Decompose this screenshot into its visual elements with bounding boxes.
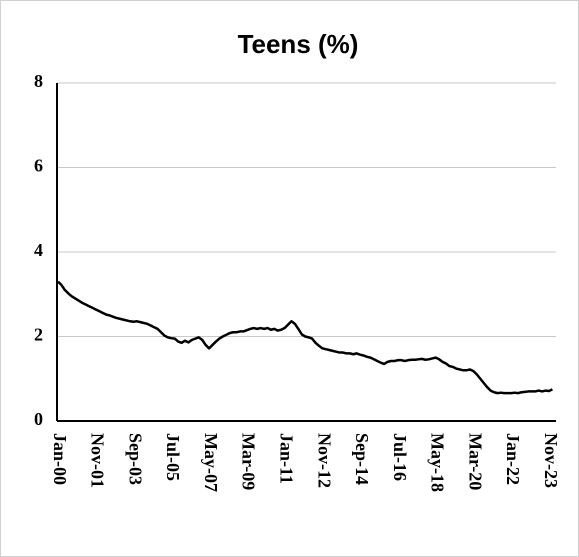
x-tick-label: Nov-23 bbox=[541, 433, 561, 488]
x-tick-label: Jan-22 bbox=[503, 433, 523, 485]
x-tick-label: Jul-05 bbox=[163, 433, 183, 481]
chart-title: Teens (%) bbox=[238, 29, 359, 59]
x-tick-label: Jul-16 bbox=[390, 433, 410, 481]
y-tick-label: 6 bbox=[34, 156, 43, 176]
x-tick-label: Sep-03 bbox=[125, 433, 145, 485]
x-tick-label: Nov-12 bbox=[314, 433, 334, 488]
y-tick-label: 0 bbox=[34, 409, 43, 429]
line-series bbox=[57, 280, 553, 395]
x-tick-label: Jan-00 bbox=[50, 433, 70, 485]
x-tick-label: May-18 bbox=[428, 433, 448, 492]
x-tick-label: Sep-14 bbox=[352, 433, 372, 485]
x-tick-label: Mar-20 bbox=[465, 433, 485, 490]
x-tick-label: Nov-01 bbox=[88, 433, 108, 488]
y-tick-label: 4 bbox=[34, 240, 43, 260]
y-tick-label: 8 bbox=[34, 71, 43, 91]
x-tick-label: Jan-11 bbox=[276, 433, 296, 484]
x-tick-label: Mar-09 bbox=[239, 433, 259, 490]
y-tick-label: 2 bbox=[34, 325, 43, 345]
x-tick-label: May-07 bbox=[201, 433, 221, 492]
